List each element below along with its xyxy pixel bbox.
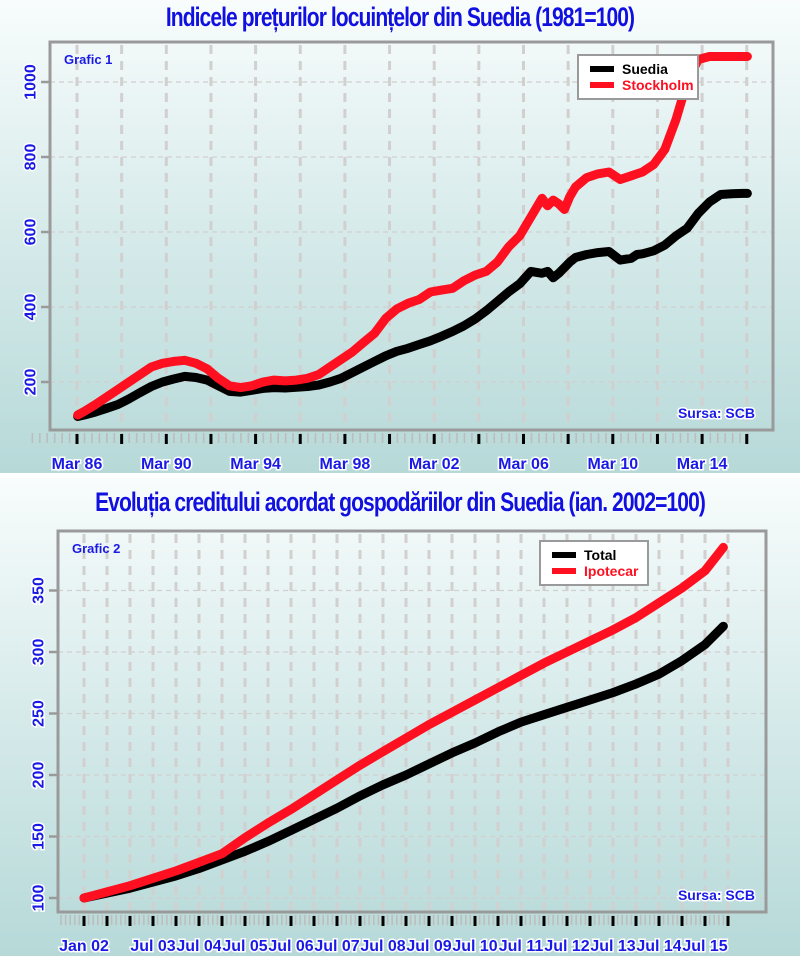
legend-label-total: Total	[584, 547, 616, 563]
y-tick-label: 400	[23, 294, 40, 321]
y-tick-label: 100	[31, 885, 48, 912]
series-line-stockholm	[73, 52, 752, 420]
panel-label: Grafic 2	[72, 541, 120, 556]
x-tick-label: Jul 15	[682, 938, 727, 955]
x-tick-label: Mar 06	[498, 456, 549, 473]
plot-frame	[48, 40, 775, 432]
source-label: Sursa: SCB	[678, 887, 755, 903]
x-tick-label: Jul 07	[314, 938, 359, 955]
x-tick-label: Jul 04	[176, 938, 221, 955]
y-tick-label: 350	[31, 577, 48, 604]
x-tick-label: Mar 14	[677, 456, 728, 473]
chart-1: 200 400 600 800 1000 Mar 86 Mar 90 Mar 94 Mar 98…	[21, 40, 775, 474]
x-tick-label: Mar 02	[409, 456, 460, 473]
chart-2-title: Evoluția creditului acordat gospodăriilo…	[95, 487, 706, 517]
x-tick-label: Mar 90	[141, 456, 192, 473]
x-tick-label: Jul 05	[222, 938, 267, 955]
x-tick-label: Jul 09	[406, 938, 451, 955]
y-tick-label: 800	[23, 144, 40, 171]
x-tick-label: Jul 06	[268, 938, 313, 955]
x-tick-label: Jul 08	[360, 938, 405, 955]
x-tick-label: Jul 10	[452, 938, 497, 955]
legend-label-suedia: Suedia	[622, 61, 668, 77]
x-tick-label: Jul 03	[130, 938, 175, 955]
x-tick-label: Jul 13	[590, 938, 635, 955]
x-tick-label: Mar 98	[320, 456, 371, 473]
y-tick-label: 1000	[23, 64, 40, 100]
x-tick-label: Mar 10	[587, 456, 638, 473]
x-tick-label: Jul 11	[499, 938, 544, 955]
x-tick-label: Jul 14	[636, 938, 681, 955]
y-tick-label: 200	[23, 369, 40, 396]
series-line-total	[79, 621, 728, 903]
x-tick-label: Jul 12	[544, 938, 589, 955]
source-label: Sursa: SCB	[678, 405, 755, 421]
series-line-suedia	[73, 188, 752, 421]
x-tick-label: Mar 94	[230, 456, 281, 473]
chart-1-title: Indicele prețurilor locuințelor din Sued…	[165, 2, 635, 32]
y-tick-label: 150	[31, 823, 48, 850]
x-tick-label: Mar 86	[52, 456, 103, 473]
legend-label-ipotecar: Ipotecar	[584, 563, 639, 579]
y-tick-label: 300	[31, 639, 48, 666]
legend-box	[577, 54, 699, 100]
y-tick-label: 600	[23, 219, 40, 246]
chart-panel-2	[0, 478, 800, 956]
x-tick-label: Jan 02	[59, 938, 109, 955]
legend-box	[539, 540, 649, 586]
panel-divider	[0, 473, 800, 478]
legend-label-stockholm: Stockholm	[622, 77, 694, 93]
panel-label: Grafic 1	[64, 52, 112, 67]
y-tick-label: 200	[31, 762, 48, 789]
series-line-ipotecar	[79, 542, 728, 903]
plot-frame	[56, 529, 768, 914]
y-tick-label: 250	[31, 700, 48, 727]
